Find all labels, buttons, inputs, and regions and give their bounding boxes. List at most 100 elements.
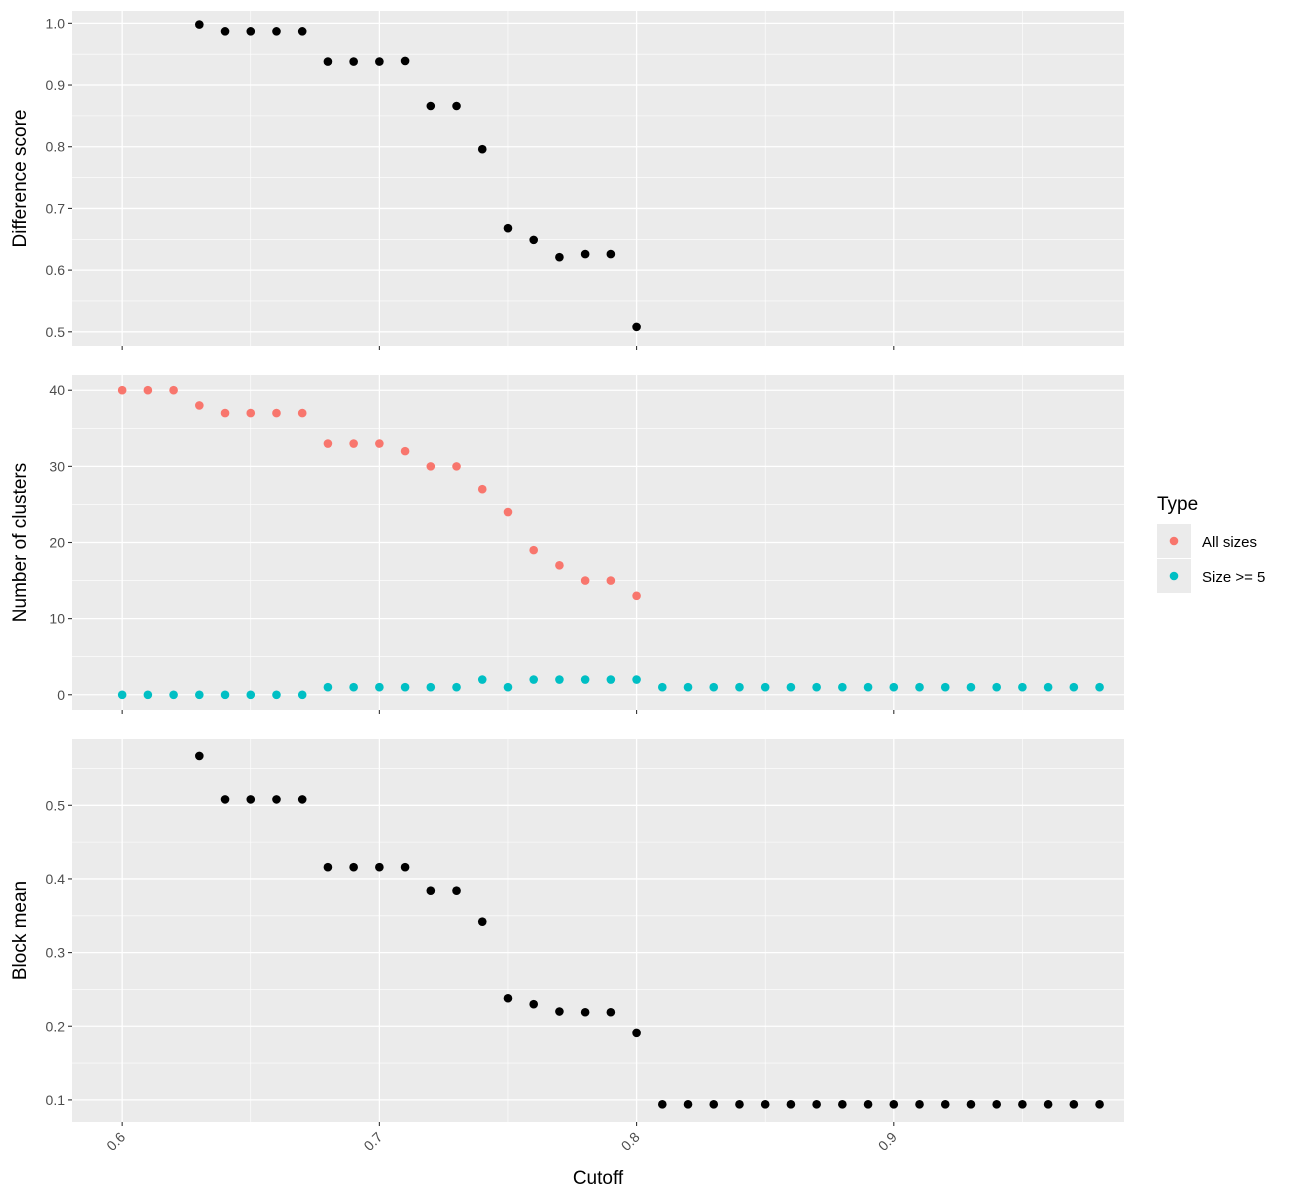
data-point bbox=[1095, 1100, 1104, 1109]
data-point bbox=[220, 27, 230, 36]
y-tick-label: 0.2 bbox=[46, 1018, 66, 1034]
data-point bbox=[606, 576, 616, 585]
data-point bbox=[735, 1100, 744, 1109]
data-point bbox=[529, 235, 538, 245]
data-point bbox=[529, 545, 538, 555]
data-point bbox=[709, 1100, 719, 1109]
data-point bbox=[632, 591, 641, 601]
data-point bbox=[838, 1100, 847, 1109]
data-point bbox=[375, 57, 384, 66]
data-point bbox=[477, 144, 487, 154]
data-point bbox=[323, 57, 333, 66]
y-tick-label: 0.3 bbox=[46, 945, 66, 961]
series-1 bbox=[117, 385, 641, 601]
data-point bbox=[1069, 682, 1079, 692]
data-point bbox=[349, 57, 358, 66]
series-1 bbox=[195, 751, 1104, 1109]
data-point bbox=[992, 1100, 1001, 1109]
data-point bbox=[812, 1100, 821, 1109]
data-point bbox=[400, 862, 410, 872]
y-axis-title: Number of clusters bbox=[10, 463, 31, 622]
data-point bbox=[658, 682, 667, 692]
data-point bbox=[272, 27, 281, 36]
panel-background bbox=[72, 11, 1124, 346]
data-point bbox=[503, 682, 513, 692]
legend-label-size-5: Size >= 5 bbox=[1202, 569, 1265, 586]
data-point bbox=[169, 385, 178, 395]
data-point bbox=[683, 682, 693, 692]
data-point bbox=[503, 993, 513, 1003]
y-axis-title: Difference score bbox=[10, 110, 31, 248]
data-point bbox=[169, 690, 178, 700]
data-point bbox=[297, 27, 307, 36]
data-point bbox=[195, 20, 204, 29]
panel-3: 0.1 0.2 0.3 0.4 0.5 Block mean 0.6 0.7 0.8 0.9 bbox=[10, 739, 1124, 1154]
y-tick-label: 0.5 bbox=[46, 797, 66, 813]
y-tick-label: 30 bbox=[49, 458, 65, 474]
y-tick-label: 20 bbox=[49, 535, 65, 551]
x-tick-label: 0.6 bbox=[103, 1129, 128, 1154]
data-point bbox=[580, 576, 590, 585]
data-point bbox=[452, 101, 461, 111]
data-point bbox=[195, 401, 204, 410]
y-tick-label: 40 bbox=[49, 382, 65, 398]
data-point bbox=[580, 675, 590, 684]
data-point bbox=[246, 690, 256, 700]
data-point bbox=[1018, 682, 1027, 692]
data-point bbox=[349, 439, 358, 448]
data-point bbox=[1043, 682, 1053, 692]
data-point bbox=[580, 1007, 590, 1017]
y-tick-label: 0.1 bbox=[46, 1092, 66, 1108]
data-point bbox=[452, 682, 461, 692]
y-tick-label: 0.6 bbox=[46, 262, 66, 278]
data-point bbox=[838, 682, 847, 692]
data-point bbox=[195, 690, 204, 700]
data-point bbox=[117, 385, 127, 395]
data-point bbox=[375, 862, 384, 872]
y-tick-label: 1.0 bbox=[46, 15, 66, 31]
data-point bbox=[1095, 682, 1104, 692]
data-point bbox=[632, 322, 641, 332]
data-point bbox=[272, 795, 281, 804]
x-axis-title: Cutoff bbox=[573, 1168, 624, 1189]
data-point bbox=[889, 1100, 899, 1109]
x-tick-label: 0.7 bbox=[360, 1129, 385, 1154]
data-point bbox=[940, 1100, 950, 1109]
data-point bbox=[426, 101, 436, 111]
data-point bbox=[297, 795, 307, 804]
data-point bbox=[735, 682, 744, 692]
x-tick-label: 0.9 bbox=[875, 1129, 900, 1154]
y-tick-label: 0.9 bbox=[46, 77, 66, 93]
data-point bbox=[477, 484, 487, 494]
data-point bbox=[400, 446, 410, 456]
data-point bbox=[246, 795, 256, 804]
data-point bbox=[117, 690, 127, 700]
data-point bbox=[709, 682, 719, 692]
data-point bbox=[555, 1007, 564, 1016]
data-point bbox=[426, 462, 436, 471]
y-tick-label: 0 bbox=[57, 687, 65, 703]
data-point bbox=[992, 682, 1001, 692]
data-point bbox=[272, 690, 281, 700]
data-point bbox=[1043, 1100, 1053, 1109]
data-point bbox=[143, 385, 153, 395]
data-point bbox=[606, 1007, 616, 1017]
data-point bbox=[349, 862, 358, 872]
data-point bbox=[863, 1100, 873, 1109]
data-point bbox=[246, 408, 256, 418]
data-point bbox=[606, 675, 616, 684]
data-point bbox=[375, 682, 384, 692]
data-point bbox=[503, 507, 513, 517]
data-point bbox=[400, 56, 410, 66]
data-point bbox=[1069, 1100, 1079, 1109]
data-point bbox=[349, 682, 358, 692]
data-point bbox=[915, 682, 924, 692]
data-point bbox=[220, 408, 230, 418]
panels: 0.5 0.6 0.7 0.8 0.9 1.0 Difference score 0 10 20 3… bbox=[10, 11, 1124, 1154]
legend-label-all-sizes: All sizes bbox=[1202, 534, 1257, 551]
series-2 bbox=[117, 675, 1104, 700]
data-point bbox=[786, 682, 796, 692]
data-point bbox=[220, 795, 230, 804]
data-point bbox=[426, 886, 436, 896]
legend-key-all-sizes bbox=[1169, 536, 1179, 546]
